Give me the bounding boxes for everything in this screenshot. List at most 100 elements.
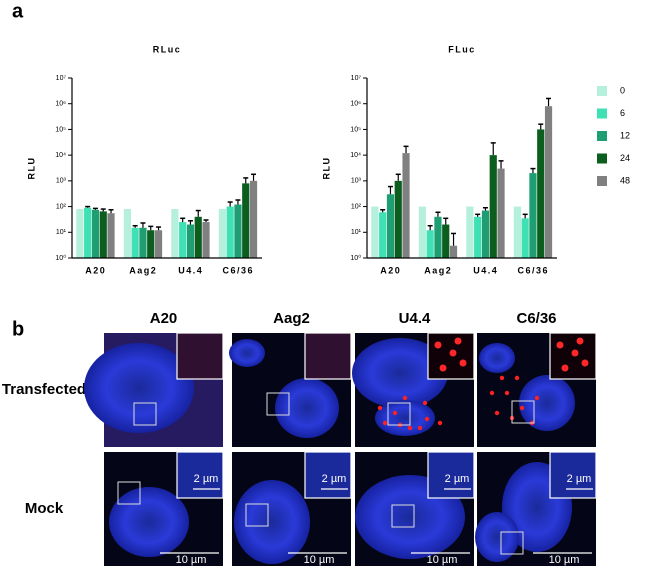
y-tick-label: 10³: [56, 178, 67, 185]
bar: [139, 227, 147, 258]
error-bar: [538, 123, 544, 130]
signal-dot: [489, 390, 495, 396]
nucleus: [352, 338, 448, 408]
error-bar: [451, 232, 457, 246]
panel-label: b: [12, 318, 24, 340]
bar: [242, 183, 250, 258]
bar: [234, 204, 242, 258]
bar: [426, 230, 434, 258]
error-bar: [380, 209, 386, 213]
signal-dot: [534, 395, 540, 401]
bar: [474, 216, 482, 258]
y-tick-label: 10⁵: [55, 126, 66, 133]
legend-swatch: [597, 176, 607, 186]
y-tick-label: 10²: [56, 203, 67, 210]
signal-dot: [377, 405, 383, 411]
column-header: U4.4: [399, 310, 431, 327]
inset-signal: [556, 341, 564, 349]
x-tick-label: C6/36: [222, 265, 254, 275]
signal-dot: [519, 405, 525, 411]
column-header: Aag2: [273, 310, 310, 327]
y-tick-label: 10⁴: [55, 152, 66, 159]
error-bar: [435, 211, 441, 217]
column-header: A20: [150, 310, 178, 327]
error-bar: [395, 173, 401, 181]
row-header: Mock: [25, 500, 64, 517]
y-tick-label: 10³: [351, 178, 362, 185]
signal-dot: [514, 375, 520, 381]
error-bar: [443, 217, 449, 225]
micrograph: 2 µm 10 µm: [104, 451, 224, 566]
x-tick-label: A20: [85, 265, 106, 275]
signal-dot: [392, 410, 398, 416]
roi-box: [245, 503, 269, 527]
error-bar: [235, 199, 241, 205]
bar: [489, 155, 497, 258]
inset-signal: [454, 337, 462, 345]
bar: [394, 180, 402, 258]
error-bar: [108, 209, 114, 214]
bar: [466, 206, 474, 258]
bar: [84, 207, 92, 258]
roi-box: [511, 400, 535, 424]
inset-signal: [449, 349, 457, 357]
bar: [171, 209, 179, 258]
inset-signal: [581, 359, 589, 367]
inset-signal: [459, 359, 467, 367]
panel-label: a: [12, 0, 24, 22]
y-tick-label: 10⁷: [56, 75, 67, 82]
scale-bar-label: 10 µm: [427, 554, 458, 566]
x-tick-label: Aag2: [424, 265, 452, 275]
y-tick-label: 10⁰: [350, 254, 361, 262]
error-bar: [530, 167, 536, 174]
signal-dot: [417, 425, 423, 431]
roi-box: [266, 392, 290, 416]
legend-swatch: [597, 131, 607, 141]
roi-box: [117, 481, 141, 505]
inset: [549, 332, 597, 380]
inset-signal: [439, 364, 447, 372]
bar: [402, 153, 410, 258]
legend-swatch: [597, 153, 607, 164]
y-tick-label: 10¹: [56, 229, 67, 236]
inset: [304, 332, 352, 380]
error-bar: [187, 220, 193, 225]
scale-bar-label: 2 µm: [567, 473, 592, 485]
bar: [218, 209, 226, 258]
x-tick-label: A20: [380, 265, 401, 275]
row-header: Transfected: [2, 381, 86, 398]
micrograph: [229, 332, 352, 447]
bar: [76, 209, 84, 258]
roi-box: [387, 402, 411, 426]
nucleus: [275, 378, 339, 438]
bar: [386, 194, 395, 258]
inset: [427, 332, 475, 380]
y-axis-label: RLU: [26, 157, 36, 180]
signal-dot: [407, 425, 413, 431]
bar: [537, 129, 545, 258]
legend-label: 0: [620, 85, 625, 95]
y-tick-label: 10⁵: [350, 126, 361, 133]
inset: [304, 451, 352, 499]
scale-bar-label: 2 µm: [194, 473, 219, 485]
bar: [513, 206, 521, 258]
error-bar: [227, 201, 233, 207]
inset-signal: [576, 337, 584, 345]
bar: [249, 180, 258, 258]
error-bar: [427, 224, 433, 231]
bar: [544, 106, 553, 258]
micrograph: [352, 332, 475, 447]
legend-label: 24: [620, 153, 630, 163]
bar: [418, 206, 426, 258]
legend-label: 48: [620, 175, 630, 185]
inset: [176, 332, 224, 380]
chart-title: RLuc: [153, 44, 182, 54]
y-tick-label: 10⁰: [55, 254, 66, 262]
error-bar: [251, 173, 257, 181]
y-axis-label: RLU: [321, 157, 331, 180]
bar: [442, 224, 450, 258]
inset: [427, 451, 475, 499]
signal-dot: [382, 420, 388, 426]
y-tick-label: 10⁷: [351, 75, 362, 82]
inset: [549, 451, 597, 499]
